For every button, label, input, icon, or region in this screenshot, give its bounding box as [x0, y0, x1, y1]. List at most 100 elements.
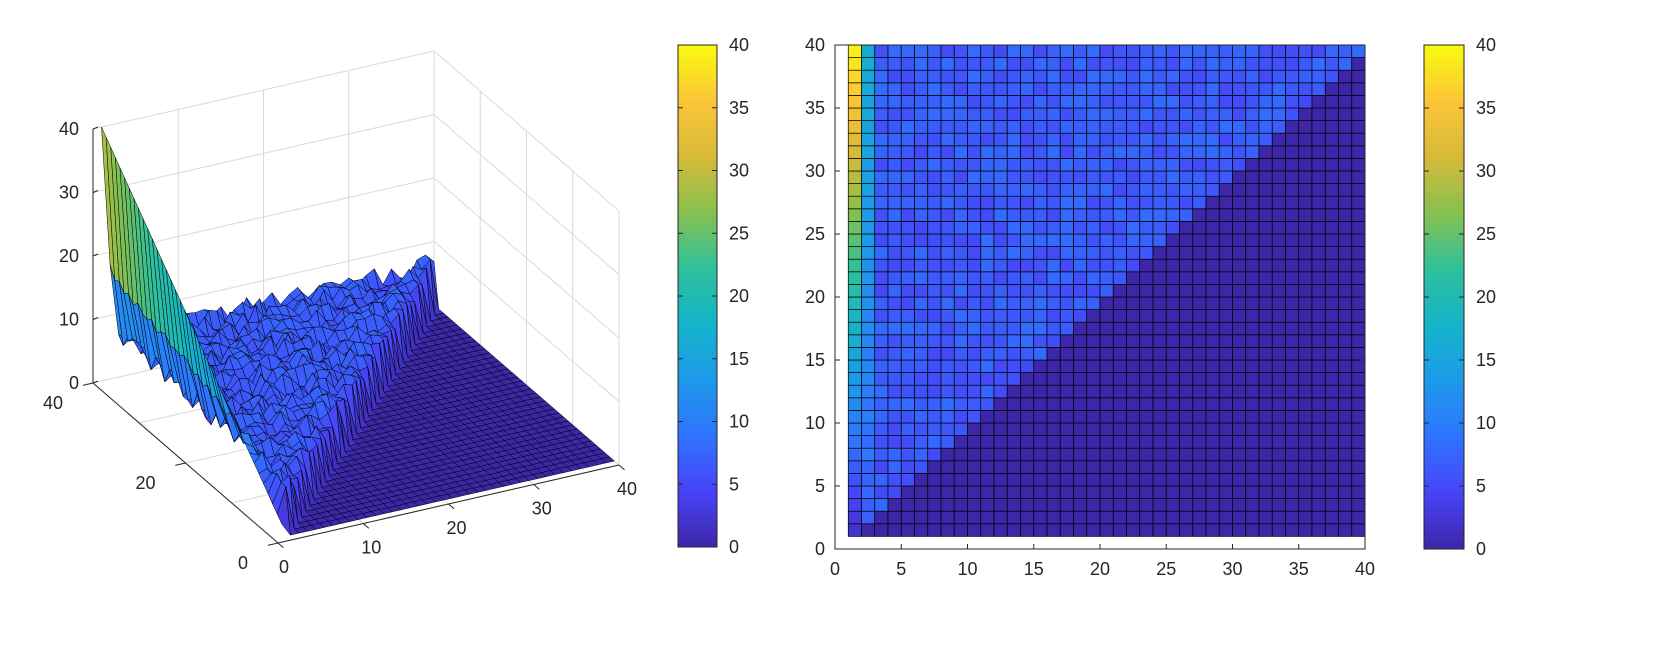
heatmap-cell [967, 284, 982, 298]
heatmap-cell [940, 397, 955, 411]
heatmap-cell [1152, 145, 1167, 159]
heatmap-cell [914, 69, 929, 84]
heatmap-cell [980, 372, 995, 386]
heatmap-cell [1232, 435, 1247, 449]
heatmap-cell [1205, 372, 1220, 386]
heatmap-cell [993, 57, 1008, 71]
heatmap-cell [967, 397, 982, 411]
heatmap-cell [1086, 44, 1101, 58]
heatmap-cell [1258, 460, 1273, 474]
heatmap-cell [887, 145, 902, 159]
heatmap-cell [1205, 195, 1220, 210]
heatmap-cell [1245, 347, 1260, 361]
heatmap-cell [1245, 460, 1260, 474]
heatmap-cell [967, 183, 982, 197]
heatmap-cell [1099, 132, 1114, 147]
heatmap-cell [1165, 498, 1180, 512]
heatmap-cell [1073, 170, 1088, 184]
heatmap-cell [1179, 309, 1194, 323]
heatmap-cell [1046, 95, 1061, 109]
heatmap-cell [980, 271, 995, 285]
heatmap-cell [1205, 82, 1220, 96]
heatmap-cell [1020, 246, 1035, 260]
heatmap-cell [874, 384, 889, 399]
heatmap-cell [1232, 410, 1247, 424]
heatmap-cell [1033, 347, 1048, 361]
heatmap-cell [967, 145, 982, 159]
heatmap-cell [1046, 246, 1061, 260]
heatmap-cell [1192, 510, 1207, 525]
heatmap-cell [1126, 347, 1141, 361]
heatmap-cell [1059, 321, 1074, 336]
heatmap-cell [1046, 258, 1061, 273]
heatmap-cell [1126, 359, 1141, 373]
heatmap-cell [993, 384, 1008, 399]
heatmap-cell [1351, 309, 1366, 323]
x-tick-mark [533, 484, 540, 490]
heatmap-cell [1165, 183, 1180, 197]
heatmap-cell [1179, 359, 1194, 373]
heatmap-cell [1126, 120, 1141, 134]
heatmap-cell [967, 447, 982, 462]
heatmap-cell [927, 132, 942, 147]
heatmap-cell [980, 208, 995, 222]
heatmap-cell [967, 120, 982, 134]
heatmap-cell [874, 485, 889, 499]
heatmap-cell [1073, 120, 1088, 134]
heatmap-cell [1232, 422, 1247, 436]
heatmap-cell [1020, 384, 1035, 399]
heatmap-cell [1338, 69, 1353, 84]
heatmap-cell [927, 510, 942, 525]
heatmap-cell [1139, 183, 1154, 197]
heatmap-cell [1059, 460, 1074, 474]
heatmap-cell [1112, 120, 1127, 134]
heatmap-cell [967, 309, 982, 323]
heatmap-cell [927, 82, 942, 96]
heatmap-cell [1285, 334, 1300, 348]
heatmap-cell [861, 170, 876, 184]
heatmap-cell [1020, 208, 1035, 222]
heatmap-cell [1059, 82, 1074, 96]
heatmap-cell [993, 510, 1008, 525]
heatmap-cell [1218, 246, 1233, 260]
heatmap-cell [1126, 447, 1141, 462]
heatmap-cell [940, 372, 955, 386]
heatmap-cell [1232, 246, 1247, 260]
heatmap-cell [1059, 284, 1074, 298]
heatmap-cell [1338, 258, 1353, 273]
heatmap-cell [1112, 321, 1127, 336]
heatmap-cell [887, 158, 902, 172]
heatmap-cell [1311, 473, 1326, 487]
heatmap-cell [1073, 347, 1088, 361]
heatmap-cell [953, 321, 968, 336]
heatmap-cell [1338, 321, 1353, 336]
heatmap-cell [1338, 183, 1353, 197]
heatmap-cell [1033, 410, 1048, 424]
heatmap-cell [1311, 132, 1326, 147]
heatmap-cell [1245, 334, 1260, 348]
heatmap-cell [861, 523, 876, 537]
heatmap-cell [1099, 57, 1114, 71]
heatmap-cell [1126, 221, 1141, 235]
heatmap-cell [1139, 485, 1154, 499]
heatmap-cell [1059, 435, 1074, 449]
heatmap-cell [1271, 485, 1286, 499]
heatmap-cell [1258, 321, 1273, 336]
heatmap-cell [1112, 498, 1127, 512]
heatmap-cell [940, 57, 955, 71]
heatmap-cell [861, 384, 876, 399]
heatmap-cell [1033, 359, 1048, 373]
heatmap-cell [1271, 384, 1286, 399]
heatmap-cell [1073, 296, 1088, 310]
heatmap-cell [980, 107, 995, 121]
heatmap-cell [1338, 485, 1353, 499]
heatmap-cell [1218, 284, 1233, 298]
heatmap-cell [1006, 82, 1021, 96]
heatmap-cell [1152, 233, 1167, 247]
heatmap-cell [1271, 422, 1286, 436]
heatmap-cell [1126, 107, 1141, 121]
heatmap-cell [1112, 435, 1127, 449]
heatmap-cell [1165, 82, 1180, 96]
heatmap-cell [887, 473, 902, 487]
heatmap-cell [861, 460, 876, 474]
